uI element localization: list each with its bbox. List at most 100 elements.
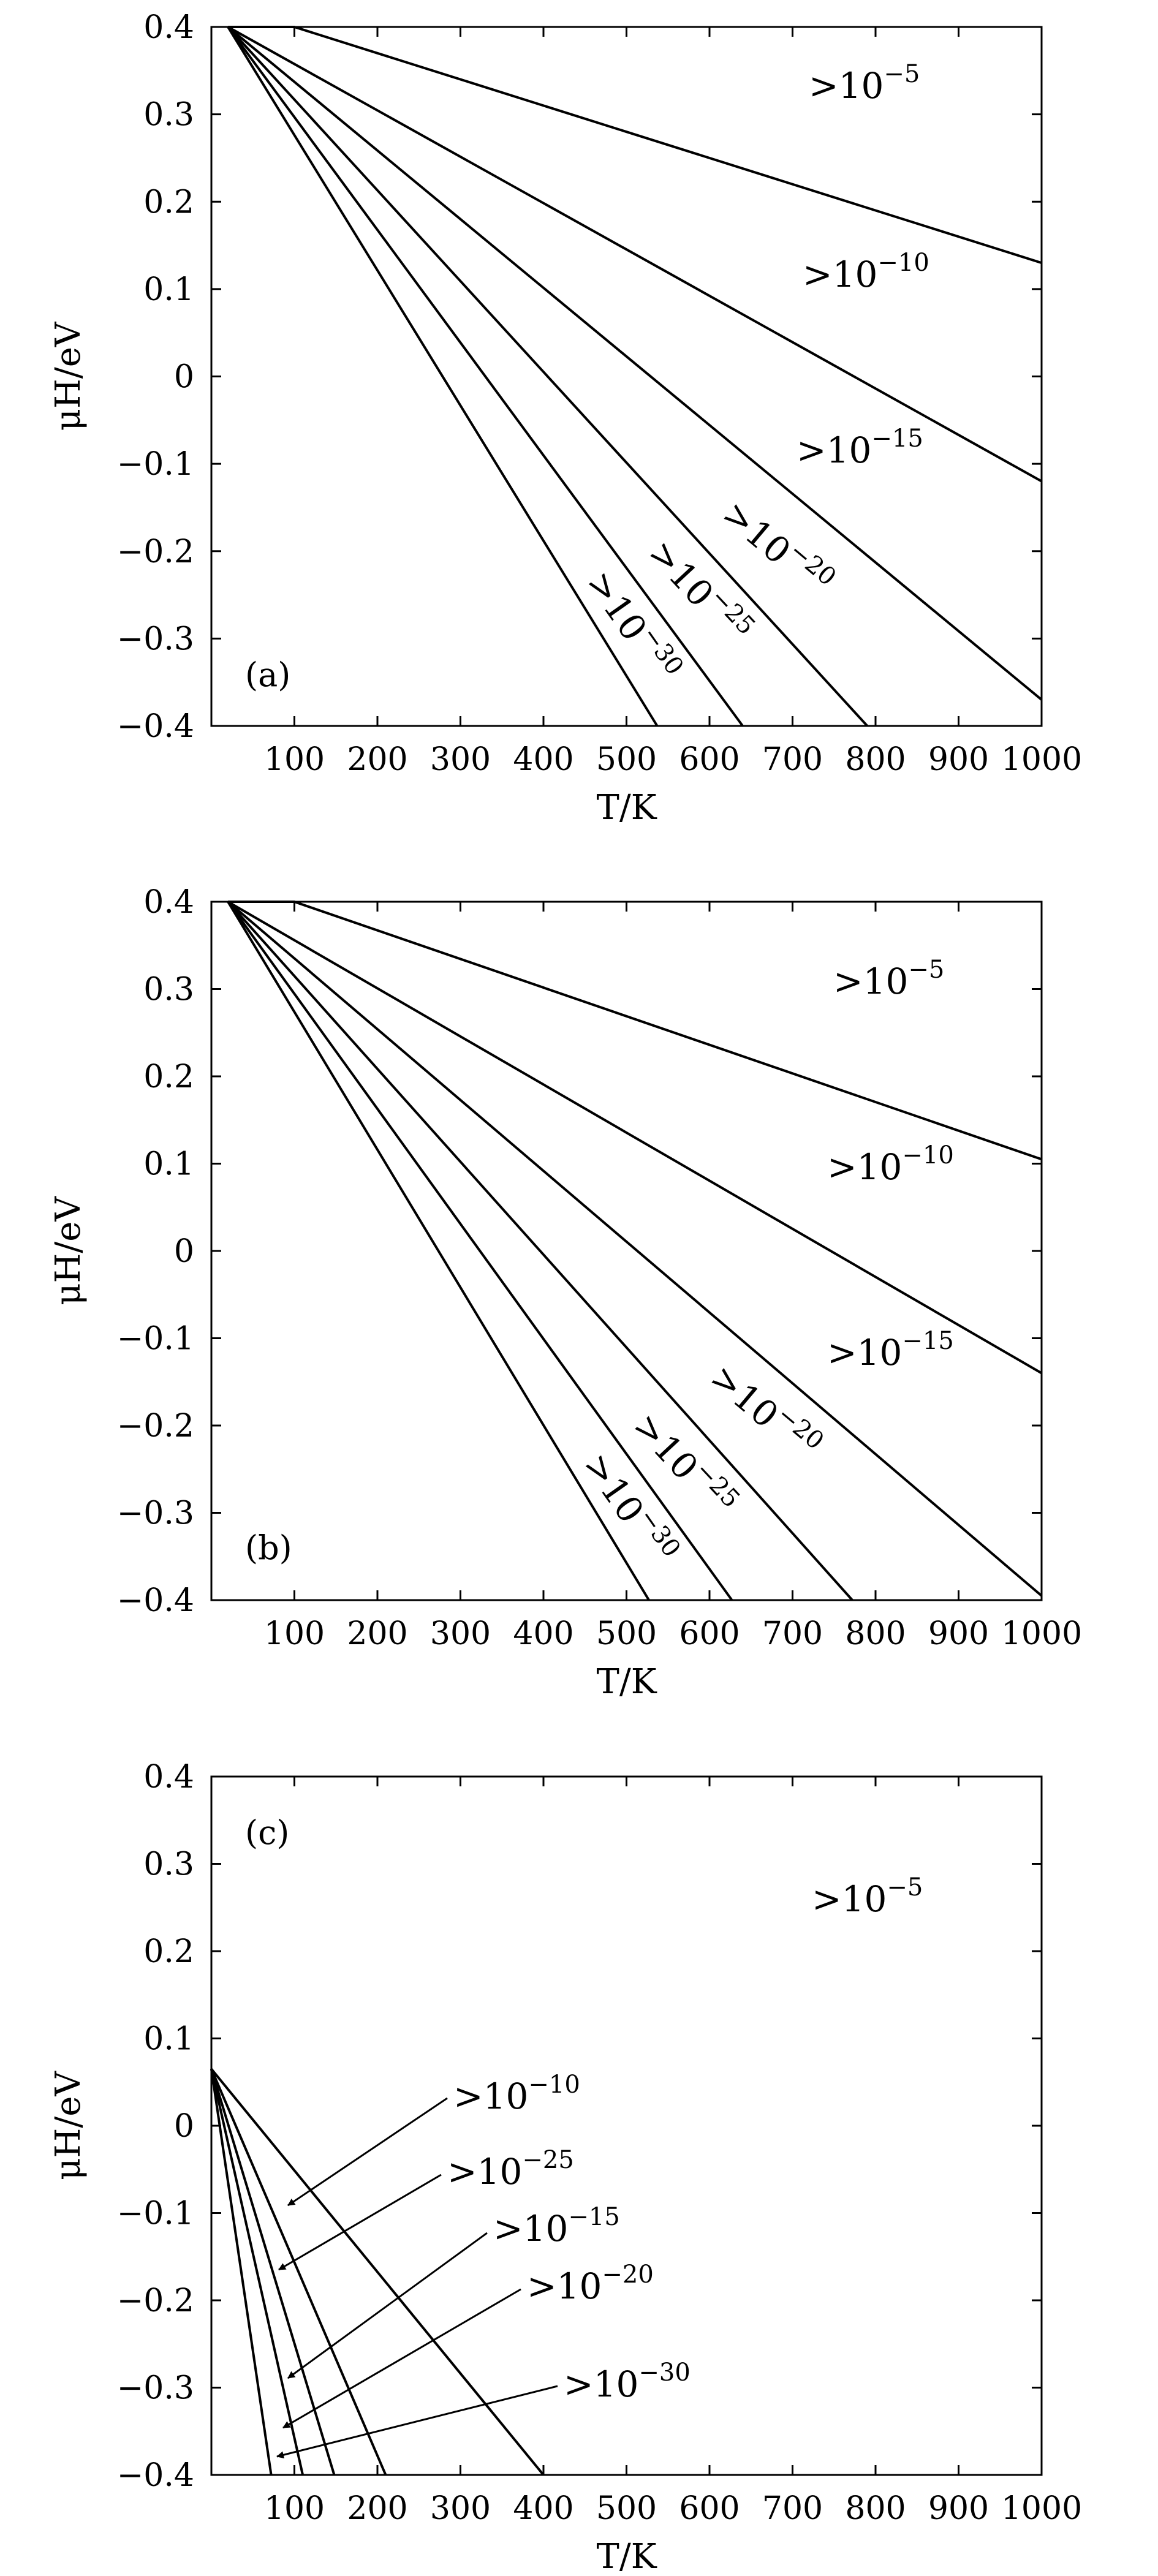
y-tick-label: −0.2 — [117, 1408, 194, 1445]
chart-panel: 100 200 300 400 500 600 700 800 900 1000 0.4 0.3 0.2… — [48, 884, 1082, 1702]
x-tick-label: 1000 — [1001, 741, 1082, 778]
y-tick-label: −0.1 — [117, 2196, 194, 2232]
x-tick-label: 100 — [264, 741, 325, 778]
x-tick-label: 1000 — [1001, 1615, 1082, 1652]
y-tick-label: −0.2 — [117, 534, 194, 570]
series-annotation: >10−5 — [833, 956, 944, 1002]
annotation-arrow — [278, 2174, 442, 2271]
series-annotation: >10−15 — [493, 2203, 620, 2249]
y-tick-label: −0.4 — [117, 1582, 194, 1619]
annotation-arrow — [287, 2097, 448, 2207]
panel-label: (c) — [245, 1813, 289, 1852]
x-tick-label: 800 — [845, 741, 906, 778]
x-tick-label: 400 — [513, 2490, 573, 2527]
series-annotation: >10−20 — [714, 489, 841, 606]
x-tick-label: 200 — [347, 1615, 407, 1652]
x-tick-label: 600 — [679, 1615, 740, 1652]
y-tick-label: 0.3 — [143, 97, 194, 134]
x-tick-label: 600 — [679, 2490, 740, 2527]
y-tick-label: 0.3 — [143, 972, 194, 1008]
x-tick-label: 700 — [762, 2490, 823, 2527]
y-tick-label: 0.2 — [143, 184, 194, 221]
series-line — [227, 901, 733, 1601]
series-annotation: >10−25 — [447, 2146, 574, 2193]
x-axis-title: T/K — [596, 2537, 657, 2576]
series-annotation: >10−5 — [809, 60, 920, 107]
x-tick-label: 200 — [347, 741, 407, 778]
x-tick-label: 600 — [679, 741, 740, 778]
x-tick-label: 500 — [596, 2490, 657, 2527]
series-line — [227, 901, 853, 1601]
y-tick-label: 0.1 — [143, 2021, 194, 2058]
series-line — [210, 2068, 387, 2476]
panel-label: (a) — [245, 655, 290, 694]
series-annotation: >10−20 — [527, 2261, 654, 2307]
series-line — [227, 26, 1043, 701]
series-line — [227, 901, 650, 1601]
y-tick-label: −0.4 — [117, 708, 194, 745]
series-line — [227, 901, 1043, 1375]
series-line — [210, 2068, 305, 2476]
y-tick-label: −0.4 — [117, 2457, 194, 2494]
x-tick-label: 800 — [845, 1615, 906, 1652]
x-tick-label: 900 — [928, 1615, 989, 1652]
y-tick-label: −0.3 — [117, 1495, 194, 1532]
y-tick-label: 0 — [174, 1233, 194, 1270]
annotation-arrow — [287, 2232, 488, 2379]
series-line — [210, 2068, 545, 2476]
y-tick-label: 0.1 — [143, 1146, 194, 1183]
y-tick-label: 0.2 — [143, 1059, 194, 1095]
x-tick-label: 1000 — [1001, 2490, 1082, 2527]
y-tick-label: −0.2 — [117, 2283, 194, 2319]
series-line — [228, 26, 1042, 265]
y-axis-title: μH/eV — [48, 1196, 88, 1305]
y-tick-label: −0.3 — [117, 2370, 194, 2407]
x-tick-label: 300 — [430, 2490, 491, 2527]
y-tick-label: 0.4 — [143, 9, 194, 46]
panel-label: (b) — [245, 1528, 292, 1567]
series-line — [227, 26, 1042, 483]
series-annotation: >10−10 — [453, 2071, 580, 2117]
y-tick-label: 0.3 — [143, 1846, 194, 1883]
annotation-arrow — [282, 2288, 521, 2429]
x-tick-label: 900 — [928, 741, 989, 778]
series-annotation: >10−10 — [827, 1141, 954, 1188]
annotation-arrow — [276, 2385, 558, 2459]
y-tick-label: −0.3 — [117, 621, 194, 657]
y-tick-label: 0.4 — [143, 884, 194, 921]
y-axis-title: μH/eV — [48, 321, 88, 431]
x-tick-label: 400 — [513, 1615, 573, 1652]
x-tick-label: 500 — [596, 1615, 657, 1652]
y-axis-title: μH/eV — [48, 2071, 88, 2180]
chart-panel: 100 200 300 400 500 600 700 800 900 1000 0.4 0.3 0.2… — [48, 1759, 1082, 2576]
x-tick-label: 500 — [596, 741, 657, 778]
x-tick-label: 700 — [762, 741, 823, 778]
x-tick-label: 200 — [347, 2490, 407, 2527]
series-annotation: >10−15 — [827, 1327, 954, 1373]
series-line — [227, 26, 868, 727]
chart-panel: 100 200 300 400 500 600 700 800 900 1000 0.4 0.3 0.2… — [48, 9, 1082, 828]
y-tick-label: 0.1 — [143, 271, 194, 308]
series-annotation: >10−5 — [812, 1873, 923, 1920]
series-line — [210, 2068, 336, 2476]
x-tick-label: 100 — [264, 1615, 325, 1652]
x-axis-title: T/K — [596, 1662, 657, 1702]
y-tick-label: 0 — [174, 359, 194, 396]
y-tick-label: 0.4 — [143, 1759, 194, 1796]
series-line — [210, 2069, 273, 2476]
y-tick-label: −0.1 — [117, 1321, 194, 1358]
x-tick-label: 800 — [845, 2490, 906, 2527]
x-tick-label: 300 — [430, 1615, 491, 1652]
x-tick-label: 300 — [430, 741, 491, 778]
y-tick-label: −0.1 — [117, 446, 194, 483]
y-tick-label: 0 — [174, 2108, 194, 2145]
series-line — [227, 26, 659, 727]
series-annotation: >10−30 — [564, 2359, 691, 2405]
x-tick-label: 100 — [264, 2490, 325, 2527]
x-axis-title: T/K — [596, 788, 657, 828]
series-line — [227, 26, 744, 727]
series-line — [227, 901, 1043, 1597]
x-tick-label: 900 — [928, 2490, 989, 2527]
series-annotation: >10−10 — [803, 249, 929, 295]
